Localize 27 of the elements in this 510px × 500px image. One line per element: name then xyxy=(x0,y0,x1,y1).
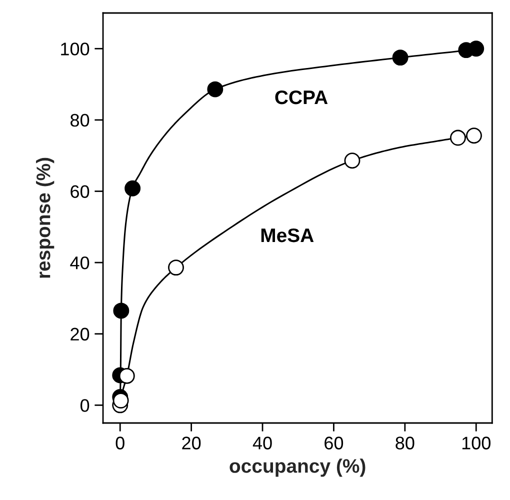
point xyxy=(468,40,484,57)
x-tick-label: 40 xyxy=(252,436,272,450)
y-tick-label: 40 xyxy=(70,256,90,270)
x-axis-title: occupancy (%) xyxy=(230,458,366,477)
x-tick-label: 100 xyxy=(462,436,490,450)
point xyxy=(113,302,130,319)
y-tick-label: 100 xyxy=(61,42,90,56)
point xyxy=(344,152,360,169)
x-tick-label: 80 xyxy=(396,436,414,450)
point xyxy=(450,130,466,146)
point xyxy=(466,128,482,144)
y-tick-label: 80 xyxy=(70,114,90,127)
point xyxy=(112,392,129,409)
point xyxy=(207,81,224,98)
point xyxy=(392,50,408,66)
x-tick-label: 0 xyxy=(116,436,124,450)
series-label: MeSA xyxy=(261,228,314,242)
point xyxy=(124,180,141,196)
point xyxy=(168,260,184,276)
point xyxy=(118,368,135,384)
y-tick-label: 0 xyxy=(80,399,90,412)
series-label: CCPA xyxy=(275,90,328,104)
y-axis-title: response (%) xyxy=(36,158,54,278)
y-tick-label: 60 xyxy=(70,185,90,198)
x-tick-label: 60 xyxy=(324,436,344,450)
y-tick-label: 20 xyxy=(70,328,90,341)
x-tick-label: 20 xyxy=(182,436,201,450)
